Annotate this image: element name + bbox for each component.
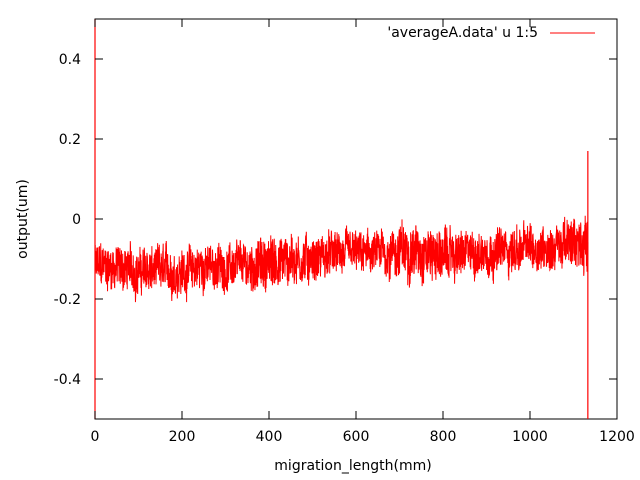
y-axis-label: output(um) (15, 179, 31, 259)
x-axis-label: migration_length(mm) (274, 458, 431, 474)
series-layer (94, 19, 589, 419)
y-tick-label: 0 (72, 212, 81, 228)
y-tick-label: -0.4 (54, 372, 81, 388)
x-tick-label: 200 (169, 429, 196, 445)
y-tick-label: -0.2 (54, 292, 81, 308)
y-tick-label: 0.2 (59, 132, 81, 148)
x-tick-label: 800 (430, 429, 457, 445)
y-tick-label: 0.4 (59, 52, 81, 68)
plot-border (94, 18, 618, 420)
series-line-0 (94, 215, 589, 303)
legend: 'averageA.data' u 1:5 (387, 25, 595, 41)
x-tick-label: 1200 (599, 429, 635, 445)
ticks-layer: 0 200 400 600 800 1000 1200 -0.4 -0.2 0 0.2 0.4 (54, 19, 635, 445)
x-tick-label: 0 (91, 429, 100, 445)
plot-frame (94, 18, 618, 420)
x-tick-label: 600 (343, 429, 370, 445)
legend-label: 'averageA.data' u 1:5 (387, 25, 538, 41)
x-tick-label: 1000 (512, 429, 548, 445)
x-tick-label: 400 (256, 429, 283, 445)
